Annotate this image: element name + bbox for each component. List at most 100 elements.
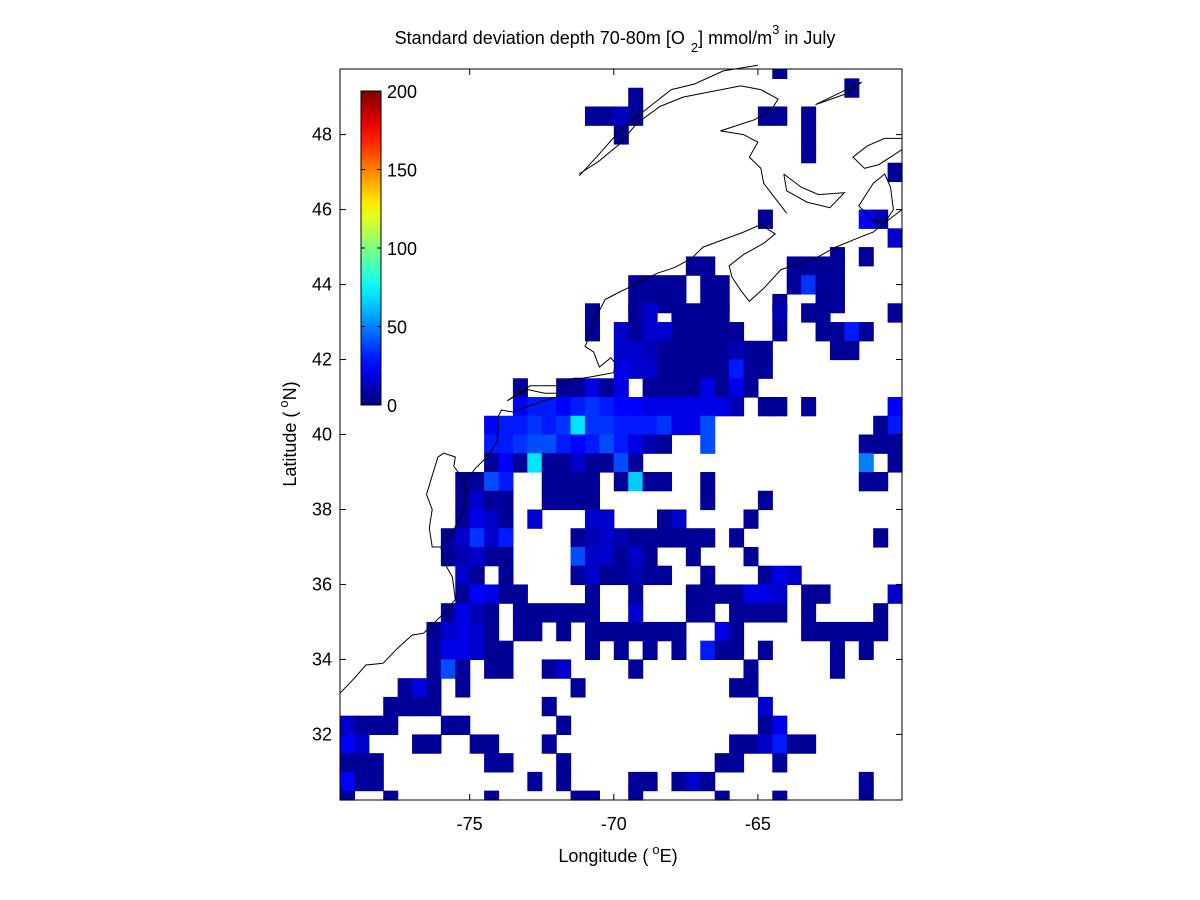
heatmap-cell (469, 734, 485, 754)
heatmap-cell (498, 584, 514, 604)
heatmap-cell (512, 397, 528, 417)
heatmap-cell (584, 640, 600, 661)
heatmap-cell (455, 509, 471, 529)
heatmap-cell (484, 734, 500, 754)
heatmap-cell (786, 275, 802, 295)
heatmap-cell (455, 546, 471, 567)
heatmap-cell (469, 528, 485, 548)
heatmap-cell (642, 378, 658, 398)
heatmap-cell (801, 275, 817, 295)
heatmap-cell (599, 434, 615, 454)
heatmap-cell (584, 397, 600, 417)
heatmap-cell (628, 771, 644, 792)
heatmap-cell (584, 378, 600, 398)
heatmap-cell (556, 415, 572, 436)
heatmap-cell (642, 397, 658, 417)
heatmap-cell (426, 659, 442, 679)
heatmap-cell (657, 509, 673, 529)
heatmap-cell (613, 125, 629, 145)
heatmap-cell (729, 753, 745, 773)
heatmap-cell (700, 359, 716, 379)
heatmap-cell (714, 753, 730, 773)
heatmap-cell (642, 415, 658, 436)
heatmap-cell (642, 340, 658, 361)
heatmap-cell (887, 584, 903, 604)
heatmap-cell (584, 546, 600, 567)
heatmap-cell (671, 359, 687, 379)
heatmap-cell (584, 565, 600, 586)
heatmap-cell (628, 453, 644, 473)
heatmap-cell (700, 565, 716, 586)
x-tick-label: -75 (457, 814, 483, 834)
heatmap-cell (426, 734, 442, 754)
heatmap-cell (484, 546, 500, 567)
y-tick-label: 38 (312, 499, 332, 519)
heatmap-cell (354, 734, 370, 754)
heatmap-cell (657, 397, 673, 417)
heatmap-cell (887, 162, 903, 183)
coastline-segment (466, 209, 903, 480)
heatmap-cell (455, 659, 471, 679)
heatmap-cell (700, 322, 716, 342)
heatmap-cell (786, 565, 802, 586)
heatmap-cell (628, 322, 644, 342)
heatmap-cell (455, 565, 471, 586)
heatmap-cell (729, 603, 745, 623)
heatmap-cell (743, 603, 759, 623)
heatmap-cell (628, 106, 644, 126)
y-tick-label: 44 (312, 275, 332, 295)
heatmap-cell (498, 415, 514, 436)
heatmap-cell (685, 340, 701, 361)
heatmap-cell (657, 322, 673, 342)
heatmap-cell (628, 471, 644, 492)
colorbar-tick-label: 200 (387, 82, 417, 102)
y-tick-label: 32 (312, 724, 332, 744)
heatmap-cell (397, 696, 413, 717)
heatmap-cell (801, 734, 817, 754)
heatmap-cells (340, 69, 903, 801)
heatmap-cell (815, 303, 831, 323)
heatmap-cell (757, 734, 773, 754)
heatmap-cell (801, 143, 817, 164)
heatmap-cell (858, 209, 874, 229)
heatmap-cell (613, 528, 629, 548)
heatmap-cell (671, 378, 687, 398)
heatmap-cell (368, 771, 384, 792)
heatmap-cell (584, 322, 600, 342)
heatmap-cell (873, 621, 889, 642)
heatmap-cell (757, 603, 773, 623)
heatmap-cell (858, 621, 874, 642)
heatmap-cell (858, 771, 874, 792)
heatmap-cell (498, 471, 514, 492)
heatmap-cell (700, 471, 716, 492)
heatmap-cell (340, 790, 356, 801)
y-tick-label: 40 (312, 425, 332, 445)
heatmap-cell (657, 359, 673, 379)
heatmap-cell (498, 490, 514, 511)
heatmap-cell (383, 790, 399, 801)
heatmap-cell (700, 434, 716, 454)
heatmap-cell (584, 453, 600, 473)
heatmap-cell (484, 603, 500, 623)
heatmap-cell (469, 640, 485, 661)
heatmap-cell (714, 303, 730, 323)
heatmap-cell (729, 378, 745, 398)
heatmap-cell (628, 584, 644, 604)
heatmap-cell (584, 584, 600, 604)
heatmap-cell (512, 621, 528, 642)
heatmap-cell (671, 303, 687, 323)
heatmap-cell (570, 565, 586, 586)
heatmap-cell (512, 415, 528, 436)
heatmap-cell (815, 322, 831, 342)
heatmap-cell (844, 340, 860, 361)
heatmap-cell (556, 378, 572, 398)
heatmap-cell (397, 678, 413, 698)
heatmap-cell (484, 471, 500, 492)
heatmap-cell (757, 715, 773, 735)
heatmap-cell (584, 434, 600, 454)
heatmap-cell (628, 603, 644, 623)
heatmap-cell (556, 434, 572, 454)
heatmap-cell (484, 640, 500, 661)
heatmap-cell (512, 584, 528, 604)
heatmap-cell (498, 453, 514, 473)
